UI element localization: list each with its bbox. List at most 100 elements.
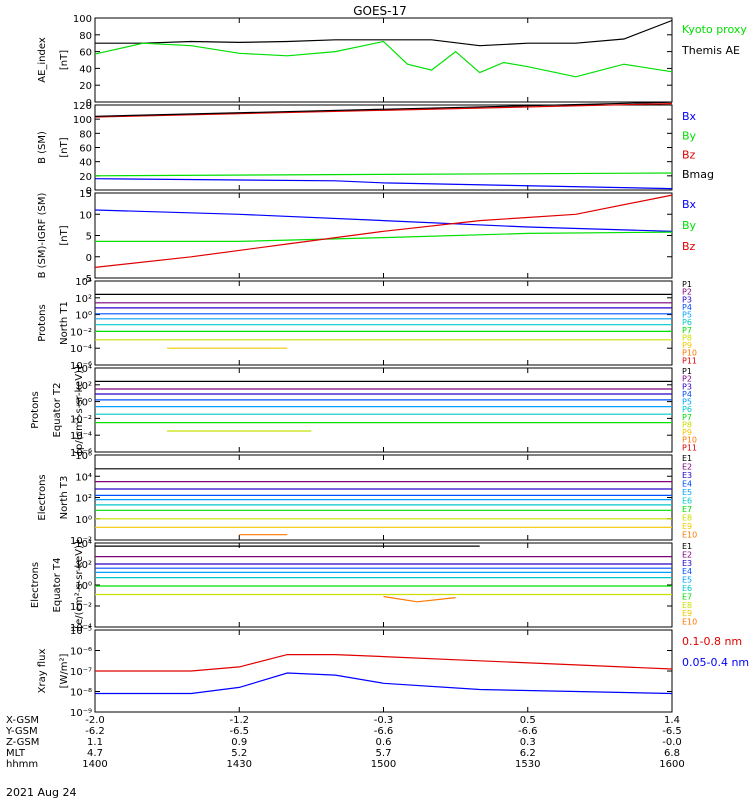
y-axis-label: [e/(cm²-s-sr-keV)] [74, 541, 85, 629]
series-by [94, 172, 673, 177]
legend-e7: E7 [682, 505, 692, 514]
legend-bmag: Bmag [682, 168, 714, 181]
legend-e2: E2 [682, 463, 692, 472]
legend-e9: E9 [682, 522, 692, 531]
y-tick-label: 10⁰ [75, 581, 92, 592]
x-tick-value: -6.5 [662, 726, 682, 737]
panel-e2: 10⁻⁴ 10⁻² 10⁰ 10² 10⁴ Electrons Equator T4 [e/(… [30, 539, 697, 634]
y-tick-label: 10⁻⁷ [70, 667, 92, 678]
y-tick-label: 10⁻² [70, 536, 92, 547]
x-tick-value: 1530 [515, 759, 540, 770]
legend-e7: E7 [682, 592, 692, 601]
y-axis-label: [nT] [59, 225, 70, 245]
legend-p2: P2 [682, 375, 692, 384]
y-axis-label: B (SM) [37, 131, 48, 164]
y-tick-label: 10² [75, 494, 92, 505]
y-axis-label: [nT] [59, 50, 70, 70]
legend-e8: E8 [682, 601, 692, 610]
legend-0-1-0-8-nm: 0.1-0.8 nm [682, 635, 742, 648]
x-row-label-y-gsm: Y-GSM [5, 726, 38, 737]
legend-p8: P8 [682, 333, 692, 342]
y-tick-label: 10⁰ [75, 398, 92, 409]
panel-frame [94, 192, 673, 279]
panel-p1: 10⁻⁶ 10⁻⁴ 10⁻² 10⁰ 10² 10⁴ Protons North T1 P1P2… [37, 277, 697, 372]
y-tick-label: 10⁴ [75, 472, 92, 483]
legend-e9: E9 [682, 609, 692, 618]
y-tick-label: 10⁻² [70, 602, 92, 613]
legend-p9: P9 [682, 341, 692, 350]
y-tick-label: 10⁰ [75, 311, 92, 322]
panel-digrf: -5 0 5 10 15 B (SM)-IGRF (SM) [nT] Bx By Bz [37, 189, 697, 285]
legend-e3: E3 [682, 471, 692, 480]
y-tick-label: 10⁻⁶ [70, 647, 92, 658]
y-tick-label: 80 [79, 31, 92, 42]
legend-bz: Bz [682, 240, 696, 253]
legend-p11: P11 [682, 356, 697, 365]
legend-e3: E3 [682, 559, 692, 568]
series-kyoto-proxy-ae [94, 40, 673, 78]
y-tick-label: 10⁻⁴ [70, 344, 92, 355]
series-bx [94, 178, 673, 190]
series-0-1-0-8-nm [95, 653, 673, 672]
y-axis-label: Equator T2 [52, 383, 63, 438]
y-axis-label: B (SM)-IGRF (SM) [37, 193, 48, 279]
y-tick-label: -5 [82, 274, 92, 285]
x-tick-value: -6.6 [374, 726, 394, 737]
panel-frame [94, 17, 673, 103]
x-tick-value: 0.9 [231, 737, 247, 748]
x-tick-value: 1400 [82, 759, 107, 770]
legend-e8: E8 [682, 514, 692, 523]
y-tick-label: 10⁶ [75, 451, 92, 462]
y-tick-label: 10⁻⁶ [70, 361, 92, 372]
y-tick-label: 100 [73, 115, 92, 126]
x-tick-value: -1.2 [229, 715, 249, 726]
y-axis-label: Protons [30, 391, 41, 428]
series-by [95, 231, 673, 242]
x-tick-value: 1.1 [87, 737, 103, 748]
panel-bsm: 0 20 40 60 80 100 120 B (SM) [nT] Bx By Bz Bmag [37, 101, 714, 197]
x-tick-value: 1600 [659, 759, 684, 770]
y-tick-label: 10⁴ [75, 277, 92, 288]
y-tick-label: 100 [73, 14, 92, 25]
y-tick-label: 40 [79, 158, 92, 169]
y-axis-label: AE_index [37, 37, 48, 83]
legend-p2: P2 [682, 288, 692, 297]
legend-e5: E5 [682, 488, 692, 497]
legend-e10: E10 [682, 531, 697, 540]
legend-p11: P11 [682, 443, 697, 452]
panel-frame [94, 542, 673, 628]
y-tick-label: 10⁻⁴ [70, 431, 92, 442]
legend-bx: Bx [682, 110, 697, 123]
y-axis-label: [nT] [59, 137, 70, 157]
y-tick-label: 60 [79, 144, 92, 155]
legend-kyoto-proxy-ae: Kyoto proxy AE [682, 23, 750, 36]
legend-by: By [682, 129, 697, 142]
y-axis-label: North T3 [59, 476, 70, 520]
y-axis-label: Electrons [30, 562, 41, 608]
panel-frame [94, 367, 673, 453]
x-tick-value: -0.0 [662, 737, 682, 748]
y-axis-label: Xray flux [37, 649, 48, 694]
legend-e2: E2 [682, 550, 692, 559]
legend-e6: E6 [682, 497, 692, 506]
series-themis-ae [95, 19, 673, 47]
series-bz [94, 194, 673, 268]
y-axis-label: [p/(cm²-s-sr-keV)] [74, 366, 85, 454]
x-tick-value: -0.3 [374, 715, 394, 726]
legend-p10: P10 [682, 349, 697, 358]
x-tick-value: 1430 [227, 759, 252, 770]
y-tick-label: 80 [79, 129, 92, 140]
x-tick-value: 1.4 [664, 715, 680, 726]
y-tick-label: 0 [86, 186, 92, 197]
legend-e6: E6 [682, 584, 692, 593]
y-tick-label: 20 [79, 172, 92, 183]
panel-ae: 0 20 40 60 80 100 AE_index [nT] Kyoto proxy AE Th… [37, 14, 750, 109]
y-axis-label: Equator T4 [52, 558, 63, 613]
panel-frame [94, 104, 673, 191]
legend-p10: P10 [682, 436, 697, 445]
panel-xray: 10⁻⁹ 10⁻⁸ 10⁻⁷ 10⁻⁶ 10⁻⁵ Xray flux [W/m²] 0.1-0… [37, 626, 749, 719]
y-tick-label: 0 [86, 98, 92, 109]
legend-p1: P1 [682, 367, 692, 376]
y-tick-label: 10⁻² [70, 414, 92, 425]
